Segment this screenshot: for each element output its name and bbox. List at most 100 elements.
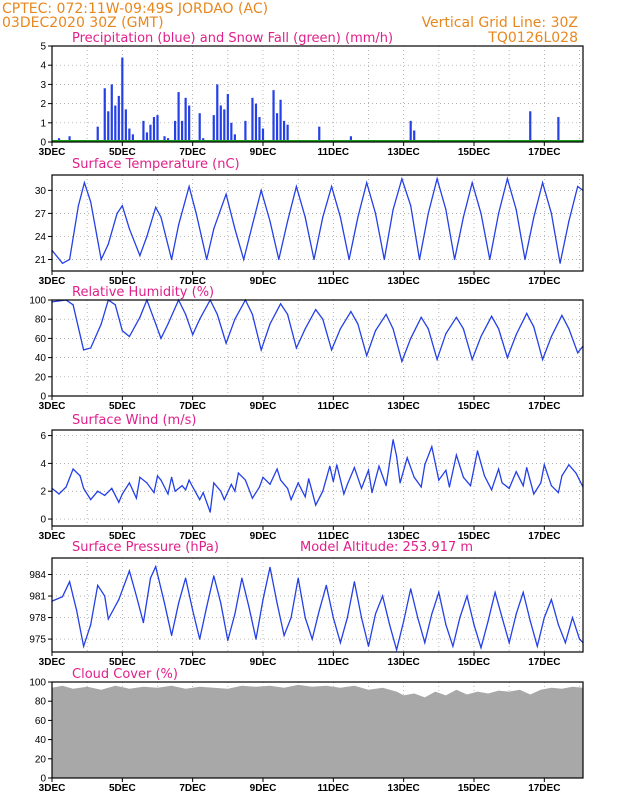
data-point (424, 642, 426, 644)
y-tick-label: 100 (29, 678, 46, 689)
plot-frame (51, 429, 584, 527)
precip-bar (149, 124, 152, 142)
data-point (348, 258, 350, 261)
data-point (280, 479, 282, 481)
plot-frame (51, 557, 584, 653)
data-point (79, 475, 81, 477)
data-point (322, 490, 324, 492)
precip-bar (128, 128, 131, 142)
data-point (178, 224, 180, 226)
data-point (332, 617, 334, 619)
data-point (297, 482, 299, 484)
x-tick-label: 5DEC (109, 531, 136, 542)
data-point (471, 358, 473, 361)
data-point (278, 258, 280, 261)
data-point (213, 228, 215, 230)
plot-frame (51, 681, 584, 779)
x-tick-label: 11DEC (317, 657, 349, 668)
x-tick-label: 9DEC (250, 276, 277, 287)
data-point (427, 328, 429, 330)
data-point (69, 258, 71, 261)
data-point (522, 591, 524, 594)
data-point (225, 193, 227, 195)
data-point (471, 182, 473, 184)
data-point (561, 314, 563, 316)
y-tick-label: 80 (35, 697, 47, 708)
data-point (431, 613, 433, 615)
y-tick-label: 1 (40, 118, 46, 129)
data-point (72, 468, 74, 470)
data-point (561, 475, 563, 477)
data-point (403, 620, 405, 622)
x-tick-label: 17DEC (528, 531, 560, 542)
data-point (487, 620, 489, 622)
y-tick-label: 0 (40, 138, 46, 149)
data-point (97, 584, 99, 586)
data-point (392, 328, 394, 330)
data-point (420, 316, 422, 318)
precip-bar (318, 126, 321, 142)
x-tick-label: 11DEC (317, 147, 349, 158)
data-point (83, 487, 85, 489)
data-point (325, 584, 327, 586)
data-point (410, 588, 412, 590)
data-point (220, 490, 222, 492)
precip-bar (163, 136, 166, 142)
data-point (185, 577, 187, 579)
data-point (100, 323, 102, 325)
data-point (128, 482, 130, 484)
data-point (578, 638, 581, 640)
data-point (427, 212, 429, 214)
data-point (515, 613, 517, 615)
data-point (220, 602, 222, 604)
y-tick-label: 0 (40, 392, 46, 403)
cloud-cover-area (52, 684, 583, 778)
y-tick-label: 3 (40, 80, 46, 91)
x-tick-label: 11DEC (317, 531, 349, 542)
data-point (90, 624, 92, 626)
precip-bar (107, 111, 110, 142)
precip-bar (230, 122, 233, 142)
data-point (568, 464, 570, 466)
data-point (436, 178, 438, 180)
data-point (69, 581, 71, 583)
data-point (244, 479, 246, 481)
data-point (392, 209, 394, 211)
x-tick-label: 3DEC (39, 276, 66, 287)
x-tick-label: 3DEC (39, 401, 66, 412)
x-tick-label: 11DEC (317, 276, 349, 287)
y-tick-label: 60 (35, 716, 47, 727)
data-point (339, 642, 341, 644)
data-point (269, 566, 271, 568)
data-point (343, 493, 345, 495)
data-point (315, 504, 317, 506)
panel-1: Precipitation (blue) and Snow Fall (gree… (39, 30, 584, 158)
data-point (304, 216, 306, 218)
precip-bar (173, 120, 177, 142)
x-tick-label: 17DEC (528, 657, 560, 668)
data-point (206, 606, 208, 608)
data-point (276, 468, 278, 470)
x-tick-label: 9DEC (250, 531, 277, 542)
x-tick-label: 9DEC (250, 783, 277, 794)
data-point (280, 303, 282, 305)
precip-bar (198, 113, 201, 142)
panel-3: Relative Humidity (%) 0 20 40 60 80 100 3DEC 5DE… (29, 285, 584, 412)
data-point (142, 622, 144, 624)
data-point (114, 304, 116, 306)
data-point (473, 624, 475, 626)
plot-frame (51, 45, 584, 143)
data-point (155, 206, 157, 208)
data-point (445, 333, 447, 335)
data-point (339, 328, 341, 330)
x-tick-label: 5DEC (109, 783, 136, 794)
panel-5: Surface Pressure (hPa) Model Altitude: 25… (29, 540, 584, 668)
data-point (72, 304, 74, 306)
data-point (156, 475, 159, 477)
data-point (199, 318, 201, 320)
data-point (413, 476, 415, 478)
x-tick-label: 17DEC (528, 276, 560, 287)
data-point (118, 501, 120, 503)
data-point (568, 220, 570, 222)
data-point (374, 212, 377, 214)
